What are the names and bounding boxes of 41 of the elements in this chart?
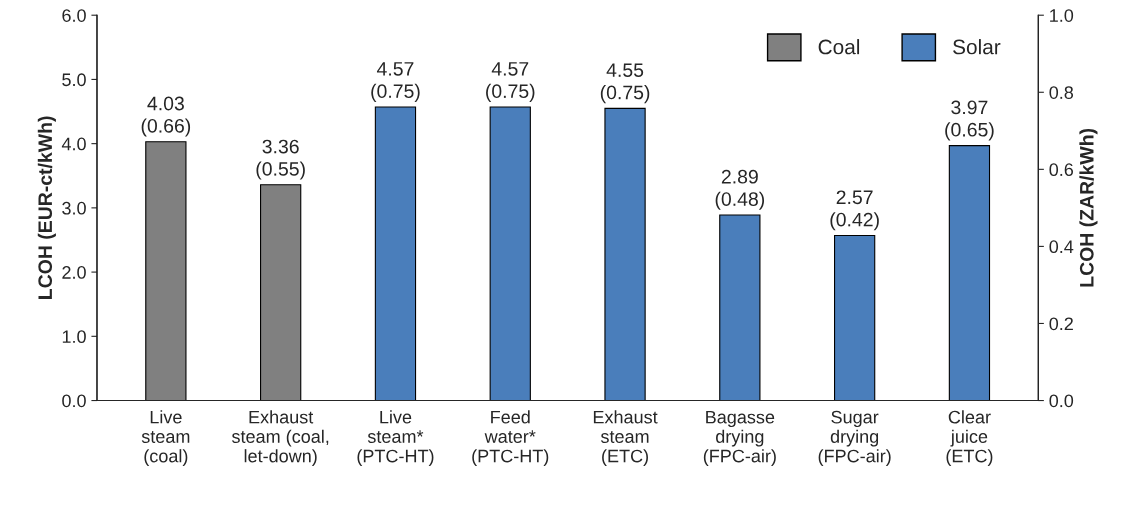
y-tick-label: 0.0 — [62, 394, 86, 408]
y2-axis-title: LCOH (ZAR/kWh) — [1079, 128, 1098, 287]
y2-tick-label: 1.0 — [1050, 9, 1074, 22]
bar — [145, 141, 187, 401]
y2-tick-label: 0.8 — [1049, 86, 1074, 99]
x-tick-label: Exhaust steam (ETC) — [593, 410, 658, 466]
x-tick-label: Live steam (coal) — [141, 410, 190, 466]
y-tick-label: 3.0 — [62, 201, 86, 215]
bar — [948, 145, 991, 401]
y-tick-label: 5.0 — [62, 73, 86, 87]
text: 2.57 (0.42) — [830, 190, 879, 231]
bar — [489, 106, 531, 401]
bar — [260, 184, 302, 401]
y-tick-label: 6.0 — [62, 9, 86, 22]
x-tick-label: Clear juice (ETC) — [946, 410, 993, 466]
x-tick-label: Bagasse drying (FPC-air) — [703, 410, 776, 466]
text: 4.55 (0.75) — [600, 63, 650, 104]
text: 4.57 (0.75) — [371, 62, 420, 102]
text: 2.89 (0.48) — [715, 169, 765, 210]
bar — [374, 106, 417, 401]
x-tick-label: Live steam* (PTC-HT) — [357, 410, 434, 466]
y-tick-label: 2.0 — [62, 266, 86, 279]
y-tick-label: 1.0 — [62, 330, 86, 344]
y-tick-label: 4.0 — [61, 137, 86, 151]
legend-label: Coal — [818, 39, 860, 55]
bar — [719, 214, 761, 401]
text: 3.97 (0.65) — [945, 100, 994, 141]
y2-tick-label: 0.6 — [1049, 163, 1074, 177]
y2-tick-label: 0.2 — [1049, 317, 1073, 331]
y-axis-title: LCOH (EUR-ct/kWh) — [37, 116, 56, 299]
y2-tick-label: 0.4 — [1049, 240, 1074, 254]
bar — [833, 234, 876, 401]
text: 3.36 (0.55) — [256, 139, 305, 180]
bar — [604, 107, 646, 401]
x-tick-label: Exhaust steam (coal, let-down) — [232, 410, 329, 466]
x-tick-label: Sugar drying (FPC-air) — [818, 410, 891, 466]
y2-tick-label: 0.0 — [1049, 394, 1074, 408]
x-tick-label: Feed water* (PTC-HT) — [472, 410, 549, 466]
text: 4.57 (0.75) — [486, 62, 535, 102]
legend-label: Solar — [953, 39, 1001, 55]
text: 4.03 (0.66) — [141, 96, 191, 137]
